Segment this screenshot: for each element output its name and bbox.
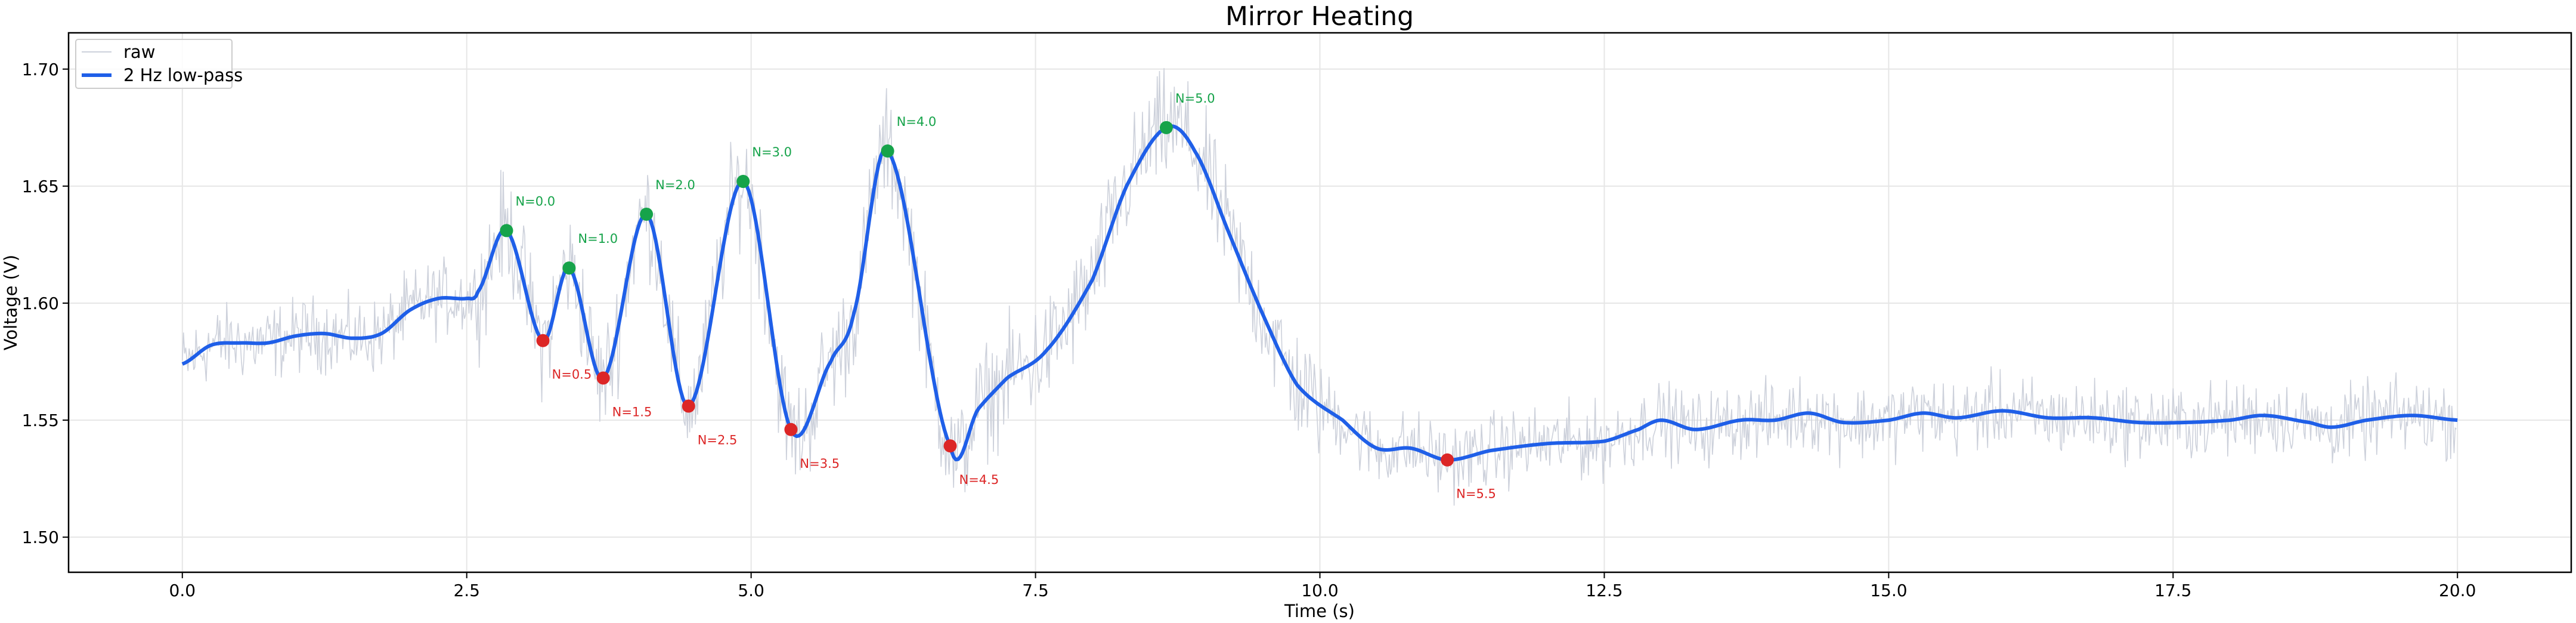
legend-raw-label: raw [123, 42, 155, 62]
peak-label: N=3.0 [752, 145, 792, 159]
x-tick-label: 20.0 [2439, 581, 2476, 600]
trough-label: N=3.5 [800, 457, 840, 471]
trough-marker [1441, 453, 1454, 467]
trough-marker [943, 439, 957, 453]
y-tick-label: 1.65 [22, 177, 59, 196]
ticks: 0.0 2.5 5.0 7.5 10.0 12.5 15.0 17.5 20.0 1.50 1.55… [22, 60, 2476, 600]
peak-marker [881, 144, 894, 158]
y-tick-label: 1.60 [22, 294, 59, 313]
peak-label: N=2.0 [655, 178, 695, 192]
grid [69, 33, 2571, 572]
peak-label: N=0.0 [515, 194, 555, 208]
trough-label: N=1.5 [612, 405, 652, 419]
x-tick-label: 17.5 [2154, 581, 2191, 600]
x-tick-label: 10.0 [1301, 581, 1338, 600]
trough-marker [596, 371, 610, 385]
y-tick-label: 1.55 [22, 411, 59, 430]
trough-label: N=5.5 [1456, 487, 1496, 501]
lowpass-line [181, 124, 2458, 462]
trough-label: N=2.5 [698, 433, 738, 448]
trough-label: N=4.5 [959, 473, 999, 487]
peak-marker [500, 224, 513, 238]
peak-label: N=5.0 [1175, 91, 1215, 106]
peak-label: N=4.0 [897, 115, 937, 129]
legend-lowpass-label: 2 Hz low-pass [123, 65, 243, 85]
trough-marker [682, 399, 695, 413]
chart-title: Mirror Heating [1225, 1, 1414, 32]
legend: raw 2 Hz low-pass [75, 39, 243, 89]
x-tick-label: 2.5 [453, 581, 480, 600]
peak-marker [1159, 121, 1173, 134]
peak-marker [640, 207, 654, 221]
x-axis-label: Time (s) [1284, 601, 1355, 621]
x-tick-label: 0.0 [169, 581, 196, 600]
lowpass-series [181, 124, 2458, 462]
x-tick-label: 7.5 [1022, 581, 1049, 600]
y-axis-label: Voltage (V) [1, 255, 21, 350]
y-tick-label: 1.70 [22, 60, 59, 79]
peak-label: N=1.0 [578, 232, 618, 246]
x-tick-label: 15.0 [1870, 581, 1907, 600]
trough-marker [536, 334, 550, 347]
annotations: N=0.0 N=0.5 N=1.0 N=1.5 N=2.0 N=2.5 N=3.0 N=3.5… [500, 91, 1496, 501]
trough-marker [784, 422, 798, 436]
y-tick-label: 1.50 [22, 528, 59, 547]
trough-label: N=0.5 [552, 368, 592, 382]
peak-marker [736, 175, 750, 189]
x-tick-label: 12.5 [1586, 581, 1623, 600]
peak-marker [562, 261, 576, 275]
x-tick-label: 5.0 [738, 581, 764, 600]
